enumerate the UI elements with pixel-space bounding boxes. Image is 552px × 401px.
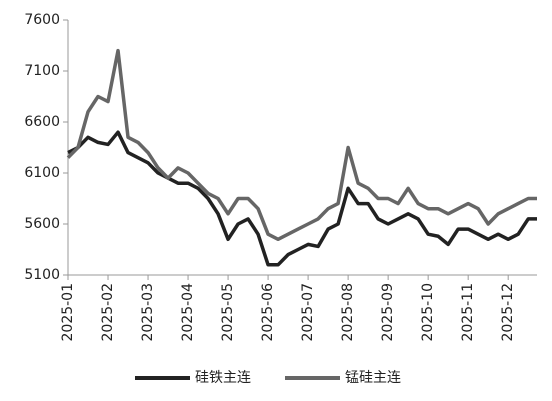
x-tick-label: 2025-06 (260, 283, 276, 342)
x-tick-label: 2025-10 (420, 283, 436, 342)
x-tick-label: 2025-08 (340, 283, 356, 342)
x-tick-label: 2025-07 (300, 283, 316, 342)
series-line (67, 130, 537, 267)
legend-label: 硅铁主连 (195, 370, 251, 386)
y-tick-label: 6600 (24, 114, 60, 130)
x-tick-label: 2025-12 (500, 283, 516, 342)
y-tick-label: 7100 (24, 63, 60, 79)
series-line (66, 48, 537, 242)
x-tick-label: 2025-05 (220, 283, 236, 342)
y-tick-label: 5600 (24, 216, 60, 232)
x-tick-label: 2025-02 (100, 283, 116, 342)
x-tick-label: 2025-04 (180, 283, 196, 342)
y-tick-label: 6100 (24, 165, 60, 181)
x-tick-label: 2025-01 (60, 283, 76, 342)
y-tick-label: 5100 (24, 267, 60, 283)
x-tick-label: 2025-11 (460, 283, 476, 342)
y-tick-label: 7600 (24, 12, 60, 28)
legend-label: 锰硅主连 (345, 370, 401, 386)
x-tick-label: 2025-03 (140, 283, 156, 342)
x-tick-label: 2025-09 (380, 283, 396, 342)
